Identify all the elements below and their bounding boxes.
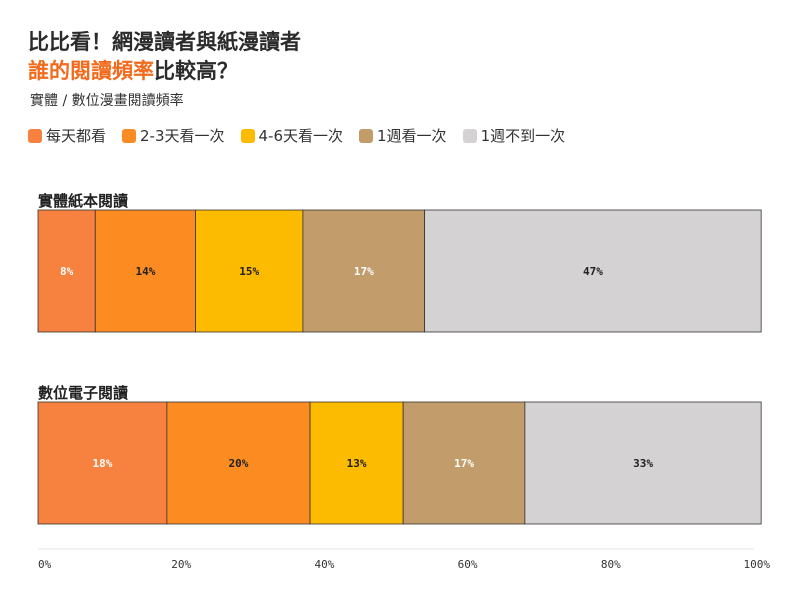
data-label: 8% — [60, 265, 74, 278]
bar-segment — [309, 401, 404, 525]
data-label: 18% — [93, 457, 113, 470]
title-rest: 比較高？ — [154, 59, 238, 83]
x-tick-label: 60% — [458, 558, 478, 571]
x-tick-label: 80% — [601, 558, 621, 571]
legend-swatch — [122, 128, 137, 143]
bar-segment — [424, 209, 762, 333]
bar-segment — [37, 401, 168, 525]
data-label: 14% — [135, 265, 155, 278]
title-line-1: 比比看！網漫讀者與紙漫讀者 — [28, 30, 301, 54]
x-tick-label: 20% — [171, 558, 191, 571]
data-label: 17% — [454, 457, 474, 470]
bar-segment — [195, 209, 304, 333]
category-label: 數位電子閱讀 — [38, 384, 128, 402]
legend-item-2: 2-3天看一次 — [122, 125, 225, 146]
legend-label: 4-6天看一次 — [258, 127, 344, 145]
bar-segment — [166, 401, 311, 525]
data-label: 33% — [633, 457, 653, 470]
legend-label: 1週不到一次 — [480, 127, 566, 145]
x-tick-label: 40% — [314, 558, 334, 571]
category-label: 實體紙本閱讀 — [38, 192, 128, 210]
data-label: 20% — [229, 457, 249, 470]
legend-item-4: 1週看一次 — [359, 125, 447, 146]
legend-item-1: 每天都看 — [28, 125, 106, 146]
legend-swatch — [28, 128, 42, 143]
bar-segment — [402, 401, 526, 525]
title-line-2: 誰的閱讀頻率比較高？ — [28, 57, 301, 86]
legend-swatch — [462, 128, 477, 143]
bar-segment — [302, 209, 426, 333]
bar-segment — [37, 209, 96, 333]
title-highlight: 誰的閱讀頻率 — [28, 59, 154, 83]
chart-title: 比比看！網漫讀者與紙漫讀者 誰的閱讀頻率比較高？ — [28, 28, 301, 86]
legend-label: 2-3天看一次 — [140, 127, 225, 145]
legend-swatch — [359, 128, 374, 143]
data-label: 15% — [239, 265, 259, 278]
data-label: 17% — [354, 265, 374, 278]
legend-swatch — [240, 128, 255, 143]
data-label: 47% — [583, 265, 603, 278]
legend-item-5: 1週不到一次 — [462, 125, 566, 146]
chart-subtitle: 實體 / 數位漫畫閱讀頻率 — [30, 93, 184, 109]
data-label: 13% — [347, 457, 367, 470]
legend-label: 每天都看 — [46, 127, 107, 145]
x-tick-label: 100% — [744, 558, 771, 571]
legend: 每天都看 2-3天看一次 4-6天看一次 1週看一次 1週不到一次 — [28, 125, 581, 146]
x-tick-label: 0% — [38, 558, 52, 571]
bar-segment — [94, 209, 196, 333]
legend-item-3: 4-6天看一次 — [240, 125, 344, 146]
legend-label: 1週看一次 — [377, 127, 447, 145]
bar-segment — [524, 401, 762, 525]
